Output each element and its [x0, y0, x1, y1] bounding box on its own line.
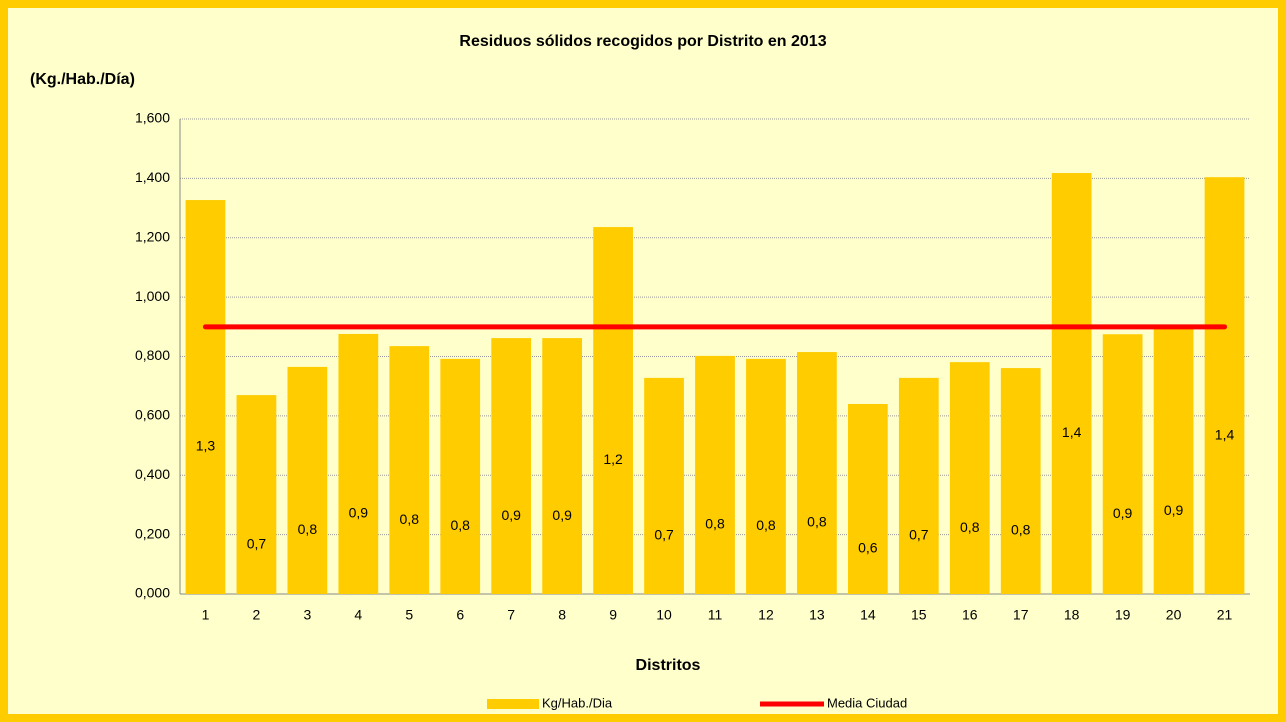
bar [898, 377, 939, 594]
data-label: 0,8 [960, 519, 980, 535]
bar [236, 395, 277, 594]
bar [287, 366, 328, 594]
data-label: 0,9 [501, 507, 521, 523]
y-tick-label: 0,200 [135, 525, 170, 541]
data-label: 1,2 [603, 451, 623, 467]
data-label: 0,8 [1011, 522, 1031, 538]
data-label: 0,7 [654, 527, 674, 543]
bar [491, 338, 532, 594]
y-axis-title: (Kg./Hab./Día) [30, 71, 135, 88]
bar [746, 358, 786, 594]
x-tick-label: 1 [202, 607, 210, 623]
x-tick-label: 17 [1013, 607, 1029, 623]
legend-swatch [487, 699, 539, 709]
x-tick-label: 9 [609, 607, 617, 623]
data-label: 0,8 [298, 521, 318, 537]
bar [338, 333, 379, 594]
x-tick-label: 7 [507, 607, 515, 623]
x-tick-label: 15 [911, 607, 927, 623]
x-tick-label: 3 [303, 607, 311, 623]
x-tick-label: 13 [809, 607, 825, 623]
bar [1204, 177, 1245, 594]
bar [1153, 328, 1194, 594]
bar [695, 355, 735, 594]
y-tick-label: 0,000 [135, 585, 170, 601]
data-label: 0,7 [909, 527, 929, 543]
x-tick-label: 18 [1064, 607, 1080, 623]
data-label: 0,8 [807, 514, 827, 530]
bar [1000, 368, 1041, 594]
x-tick-label: 12 [758, 607, 774, 623]
data-label: 0,9 [349, 505, 369, 521]
chart-title: Residuos sólidos recogidos por Distrito … [459, 33, 826, 50]
bar [847, 404, 888, 594]
bar [644, 377, 684, 594]
bar [389, 346, 430, 594]
y-tick-label: 0,400 [135, 466, 170, 482]
y-tick-label: 1,200 [135, 228, 170, 244]
bar [593, 227, 633, 594]
x-tick-label: 8 [558, 607, 566, 623]
data-label: 0,6 [858, 540, 878, 556]
x-tick-label: 19 [1115, 607, 1131, 623]
data-label: 0,9 [1113, 505, 1133, 521]
y-tick-label: 0,800 [135, 347, 170, 363]
data-label: 0,8 [400, 511, 420, 527]
data-label: 0,9 [1164, 502, 1184, 518]
bar [1051, 173, 1092, 594]
x-tick-label: 5 [405, 607, 413, 623]
x-tick-label: 6 [456, 607, 464, 623]
data-label: 1,4 [1062, 424, 1082, 440]
data-label: 0,8 [451, 517, 471, 533]
x-tick-label: 2 [253, 607, 261, 623]
y-tick-label: 0,600 [135, 407, 170, 423]
y-tick-label: 1,000 [135, 288, 170, 304]
x-tick-label: 16 [962, 607, 978, 623]
data-label: 0,7 [247, 535, 267, 551]
legend-label: Kg/Hab./Dia [542, 695, 613, 710]
data-label: 1,4 [1215, 426, 1235, 442]
x-tick-label: 4 [354, 607, 362, 623]
legend-label: Media Ciudad [827, 695, 907, 710]
data-label: 1,3 [196, 438, 216, 454]
y-tick-label: 1,600 [135, 110, 170, 126]
bar [440, 358, 481, 594]
bar [949, 362, 990, 594]
x-tick-label: 20 [1166, 607, 1182, 623]
x-tick-label: 11 [708, 607, 723, 623]
x-tick-label: 14 [860, 607, 876, 623]
x-tick-label: 21 [1217, 607, 1233, 623]
data-label: 0,9 [552, 507, 572, 523]
data-label: 0,8 [756, 517, 776, 533]
x-axis-title: Distritos [636, 657, 701, 674]
bar [797, 352, 837, 594]
bar [185, 200, 226, 594]
bar [1102, 334, 1143, 594]
x-tick-label: 10 [656, 607, 672, 623]
y-tick-label: 1,400 [135, 169, 170, 185]
data-label: 0,8 [705, 516, 725, 532]
bar [542, 338, 583, 594]
